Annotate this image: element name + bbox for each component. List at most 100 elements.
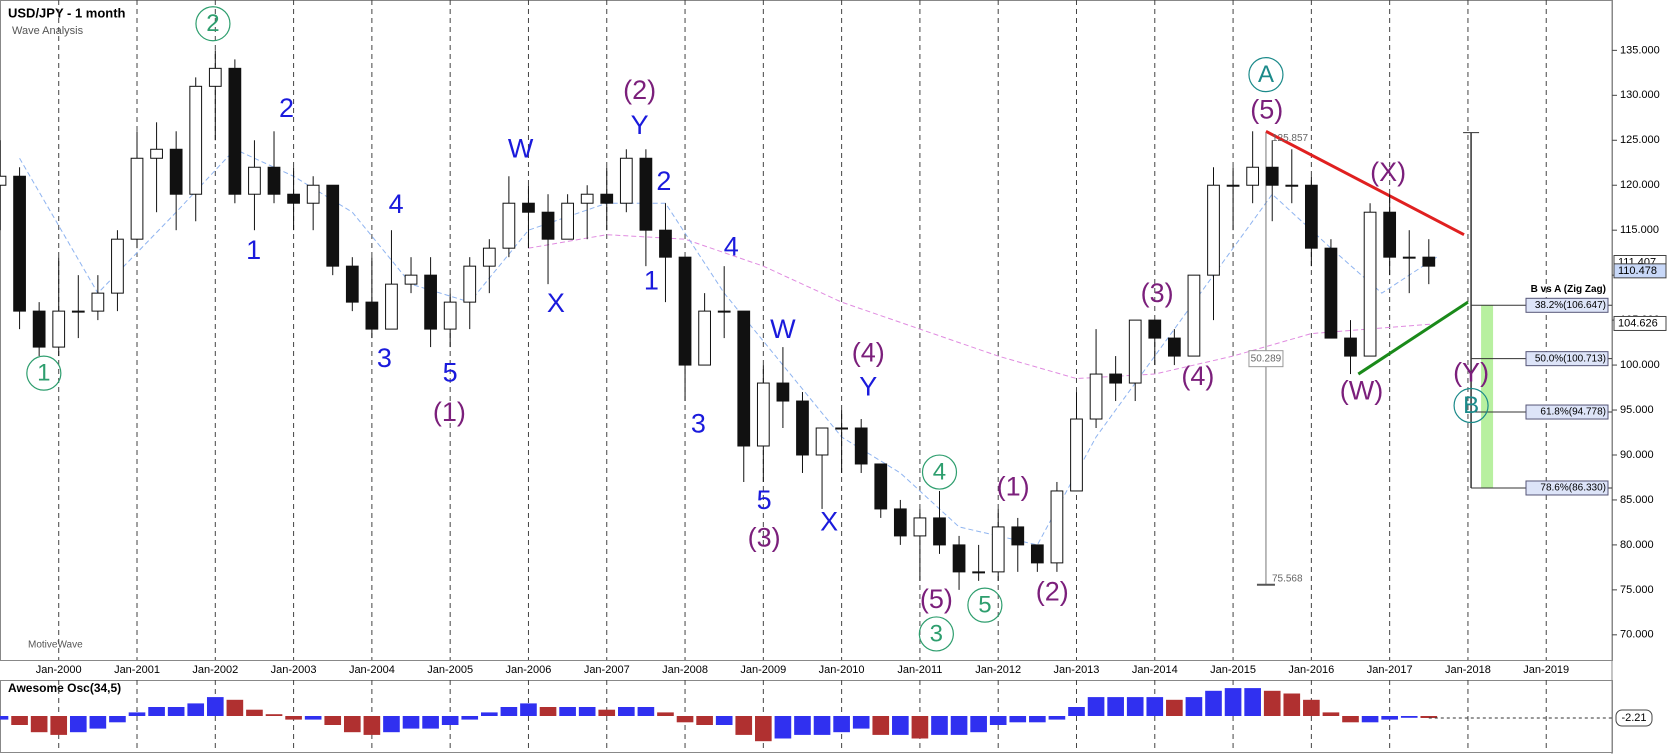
x-tick-label: Jan-2015 (1210, 664, 1256, 676)
fib-label: 38.2%(106.647) (1535, 300, 1606, 311)
price-marker (1613, 315, 1667, 331)
price-marker-label: 110.478 (1618, 265, 1657, 277)
oscillator-bar (206, 697, 224, 716)
candle-body (1324, 247, 1338, 339)
y-tick-label: 90.000 (1620, 449, 1654, 461)
oscillator-bar (774, 716, 792, 739)
oscillator-bar (1224, 688, 1242, 716)
candle-body (404, 274, 418, 285)
wave-label: (3) (1141, 278, 1174, 308)
oscillator-bar (1283, 693, 1301, 716)
oscillator-bar (1303, 699, 1320, 716)
wave-label: (1) (433, 397, 466, 427)
x-tick-label: Jan-2004 (349, 664, 395, 676)
range-span-box (1248, 350, 1284, 368)
candle-body (365, 301, 379, 330)
wave-label: (4) (1181, 361, 1214, 391)
oscillator-bar (500, 707, 518, 716)
oscillator-bar (1146, 697, 1164, 716)
wave-label: (5) (920, 584, 953, 614)
oscillator-bar (1126, 697, 1144, 716)
oscillator-bar (109, 716, 126, 723)
candle-body (796, 400, 809, 456)
candle-body (52, 310, 66, 348)
oscillator-bar (931, 716, 948, 735)
oscillator-bar (0, 716, 9, 720)
candle-body (580, 193, 594, 204)
wave-label: A (1258, 61, 1274, 88)
trend-line (1265, 129, 1465, 237)
oscillator-last-label: -2.21 (1621, 712, 1646, 724)
oscillator-bar (461, 716, 479, 720)
x-tick-label: Jan-2010 (819, 664, 865, 676)
candle-body (737, 310, 751, 447)
oscillator-bar (226, 699, 244, 716)
oscillator-bar (304, 716, 322, 720)
candle-body (854, 427, 868, 465)
y-tick-label: 75.000 (1620, 584, 1654, 596)
x-tick-label: Jan-2012 (975, 664, 1021, 676)
trend-line (1357, 300, 1469, 376)
wave-label: 3 (377, 343, 392, 373)
oscillator-bar (520, 703, 537, 716)
wave-label: (X) (1370, 157, 1406, 187)
fib-label-box (1525, 404, 1609, 420)
wave-label: (2) (1036, 577, 1069, 607)
range-span-label: 50.289 (1251, 353, 1282, 364)
candle-body (835, 427, 848, 430)
y-tick-label: 120.000 (1620, 179, 1660, 191)
candle-body (150, 148, 163, 159)
oscillator-bar (187, 703, 205, 716)
oscillator-bar (246, 709, 263, 716)
oscillator-bar (343, 716, 361, 733)
price-marker (1613, 263, 1667, 279)
y-tick-label: 100.000 (1620, 359, 1660, 371)
oscillator-bar (1068, 707, 1085, 716)
oscillator-bar (402, 716, 420, 729)
candle-body (1246, 166, 1260, 186)
fib-label: 50.0%(100.713) (1535, 353, 1606, 364)
candle-body (952, 544, 966, 573)
oscillator-bar (852, 716, 870, 729)
oscillator-bar (265, 714, 283, 716)
fib-zone (1481, 305, 1494, 488)
wave-label: Y (631, 110, 649, 140)
wave-label: 1 (246, 235, 261, 265)
candle-body (502, 202, 516, 249)
fib-label-box (1525, 351, 1609, 367)
oscillator-bar (480, 712, 498, 716)
candle-body (756, 382, 770, 447)
moving-average (19, 148, 1437, 546)
y-tick-label: 85.000 (1620, 494, 1654, 506)
oscillator-bar (1029, 716, 1046, 723)
wave-label: X (820, 507, 838, 537)
oscillator-bar (833, 716, 850, 733)
x-tick-label: Jan-2005 (427, 664, 473, 676)
wave-label: 2 (206, 10, 219, 37)
x-tick-label: Jan-2016 (1288, 664, 1334, 676)
fib-label: 61.8%(94.778) (1540, 407, 1606, 418)
candle-body (1344, 337, 1357, 357)
oscillator-bar (755, 716, 772, 742)
x-tick-label: Jan-2000 (36, 664, 82, 676)
wave-label: (3) (748, 523, 781, 553)
candle-body (1285, 184, 1299, 187)
candle-body (0, 175, 7, 186)
wave-label: 5 (757, 485, 772, 515)
wave-label: X (547, 288, 565, 318)
wave-label: 3 (930, 620, 943, 647)
subtitle: Wave Analysis (12, 25, 84, 37)
oscillator-bar (324, 716, 342, 725)
candle-body (1226, 184, 1240, 187)
oscillator-bar (383, 716, 400, 733)
wave-label: 3 (691, 409, 706, 439)
candle-body (717, 310, 731, 313)
fib-label-box (1525, 297, 1609, 313)
candle-body (874, 463, 888, 510)
x-tick-label: Jan-2002 (192, 664, 238, 676)
candle-body (1383, 211, 1397, 258)
candle-body (1207, 184, 1220, 276)
fib-label: 78.6%(86.330) (1540, 483, 1606, 494)
candle-body (1167, 337, 1181, 357)
wave-label: 5 (978, 591, 991, 618)
